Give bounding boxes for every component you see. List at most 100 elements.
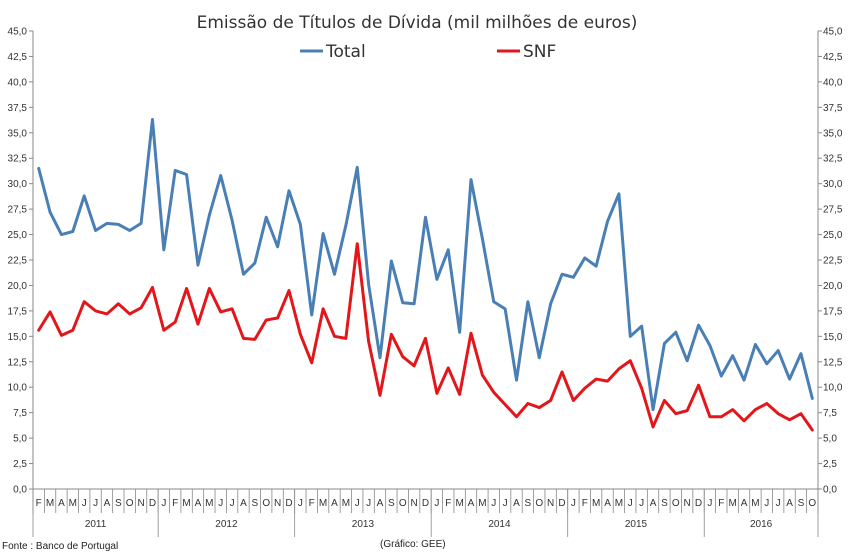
data-point-snf (162, 329, 166, 332)
y-tick-label-left: 42,5 (8, 52, 28, 63)
data-point-total (685, 359, 689, 362)
month-tick-label: J (503, 498, 508, 509)
month-tick-label: N (684, 498, 691, 509)
data-point-snf (799, 412, 803, 415)
data-point-snf (629, 359, 632, 362)
month-tick-label: M (751, 498, 759, 509)
data-point-total (242, 273, 245, 276)
data-point-snf (492, 391, 495, 394)
data-point-total (71, 230, 75, 233)
data-point-total (310, 313, 313, 317)
x-axis-years: 2011 2012 2013 2014 2015 2016 (32, 489, 819, 537)
y-tick-label-right: 12,5 (823, 357, 843, 368)
month-tick-label: A (104, 498, 111, 509)
month-tick-label: S (252, 498, 259, 509)
month-tick-label: J (628, 498, 633, 509)
year-label: 2013 (352, 519, 375, 530)
data-point-snf (117, 302, 120, 305)
month-tick-label: O (126, 498, 134, 509)
data-point-snf (82, 300, 86, 303)
data-point-snf (640, 387, 643, 390)
data-point-total (60, 233, 63, 236)
month-tick-label: D (422, 498, 429, 509)
data-point-snf (48, 310, 52, 314)
data-point-snf (651, 425, 655, 429)
data-point-total (94, 229, 97, 232)
month-tick-label: N (137, 498, 144, 509)
y-tick-label-left: 35,0 (8, 128, 28, 139)
data-point-total (663, 342, 666, 345)
y-tick-label-left: 17,5 (8, 306, 28, 317)
data-point-total (776, 349, 780, 352)
data-point-snf (242, 337, 245, 340)
data-point-total (560, 273, 564, 276)
month-tick-label: M (729, 498, 737, 509)
data-point-snf (105, 312, 109, 316)
data-point-snf (356, 242, 359, 245)
year-label: 2016 (750, 519, 773, 530)
source-note: Fonte : Banco de Portugal (2, 541, 118, 552)
month-tick-label: M (205, 498, 213, 509)
month-tick-label: M (455, 498, 463, 509)
month-tick-label: A (58, 498, 65, 509)
month-tick-label: M (342, 498, 350, 509)
data-point-total (378, 356, 382, 359)
month-tick-label: A (786, 498, 793, 509)
month-tick-label: N (411, 498, 418, 509)
month-tick-label: D (285, 498, 292, 509)
data-point-snf (594, 377, 598, 381)
data-point-snf (321, 307, 325, 311)
y-tick-label-left: 45,0 (8, 27, 28, 38)
y-tick-label-right: 42,5 (823, 52, 843, 63)
data-point-total (230, 219, 234, 222)
data-point-snf (60, 334, 63, 337)
month-tick-label: O (672, 498, 680, 509)
month-tick-label: S (388, 498, 395, 509)
data-point-snf (549, 399, 552, 402)
data-point-snf (572, 399, 575, 402)
data-point-total (640, 324, 643, 328)
data-point-snf (139, 306, 143, 310)
month-tick-label: A (468, 498, 475, 509)
data-point-snf (94, 309, 97, 313)
y-tick-label-right: 7,5 (823, 408, 837, 419)
data-point-total (151, 118, 154, 121)
data-point-snf (742, 419, 746, 423)
y-tick-label-left: 2,5 (13, 459, 27, 470)
data-point-snf (606, 379, 609, 383)
data-point-snf (276, 316, 279, 320)
data-point-total (811, 397, 814, 400)
series-line-total (37, 118, 814, 412)
data-point-total (435, 278, 439, 281)
data-point-total (117, 223, 120, 226)
month-tick-label: J (93, 498, 98, 509)
data-point-snf (685, 409, 689, 412)
month-tick-label: J (707, 498, 712, 509)
data-point-total (549, 302, 552, 305)
data-point-snf (367, 340, 370, 343)
data-point-snf (560, 370, 564, 374)
y-axis-left: 0,0 2,5 5,0 7,5 10,0 12,5 15,0 17,5 20,0 22,5 25,0… (8, 27, 33, 496)
y-tick-label-left: 25,0 (8, 230, 28, 241)
month-tick-label: A (331, 498, 338, 509)
month-tick-label: J (82, 498, 87, 509)
month-tick-label: J (218, 498, 223, 509)
data-point-total (401, 301, 404, 304)
data-point-total (697, 323, 700, 327)
y-tick-label-right: 30,0 (823, 179, 843, 190)
y-tick-label-left: 5,0 (13, 434, 27, 445)
year-label: 2015 (625, 519, 648, 530)
y-tick-label-left: 27,5 (8, 205, 28, 216)
data-point-total (162, 248, 166, 252)
data-point-total (196, 263, 200, 267)
data-point-total (572, 276, 575, 279)
month-tick-label: J (639, 498, 644, 509)
data-point-snf (219, 310, 222, 314)
data-point-snf (731, 408, 734, 411)
y-tick-label-left: 32,5 (8, 154, 28, 165)
month-tick-label: J (776, 498, 781, 509)
data-point-snf (697, 383, 700, 387)
y-tick-label-right: 27,5 (823, 205, 843, 216)
data-point-total (503, 307, 507, 311)
month-tick-label: J (764, 498, 769, 509)
